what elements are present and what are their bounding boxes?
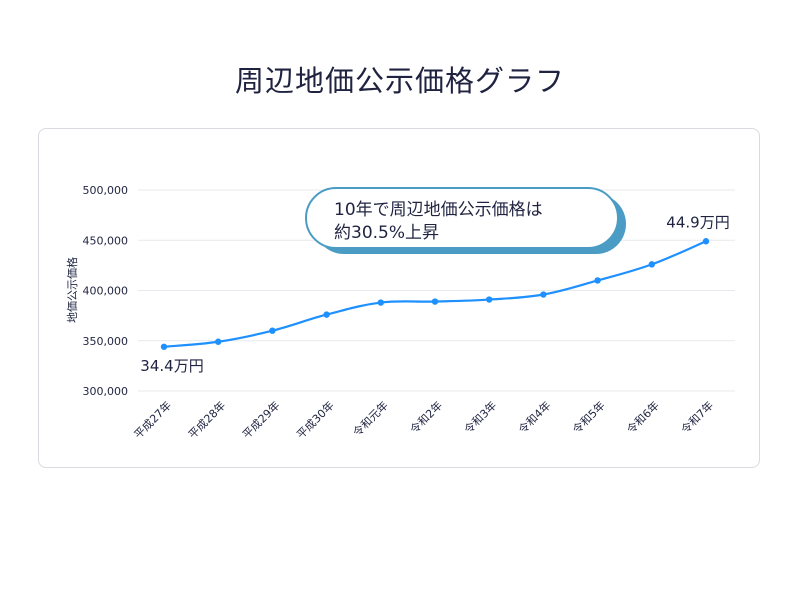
- data-point: [702, 238, 710, 245]
- data-point: [648, 261, 655, 268]
- data-point: [269, 327, 276, 334]
- y-tick-label: 300,000: [83, 385, 129, 398]
- x-tick-label: 令和元年: [350, 398, 391, 439]
- x-tick-label: 令和2年: [407, 398, 445, 436]
- x-tick-label: 令和4年: [515, 398, 553, 436]
- x-tick-label: 令和5年: [570, 398, 608, 436]
- y-tick-label: 450,000: [83, 234, 129, 247]
- end-value-label: 44.9万円: [666, 213, 729, 231]
- y-axis-ticks: 300,000 350,000 400,000 450,000 500,000: [83, 184, 129, 398]
- data-point: [540, 291, 547, 298]
- x-tick-label: 令和6年: [624, 398, 662, 436]
- callout-line-1: 10年で周辺地価公示価格は: [334, 200, 543, 220]
- page-title: 周辺地価公示価格グラフ: [234, 64, 565, 98]
- x-tick-label: 平成28年: [185, 398, 228, 441]
- callout-box: [305, 187, 619, 249]
- x-tick-label: 令和7年: [678, 398, 716, 436]
- callout-line-2: 約30.5%上昇: [334, 223, 439, 243]
- start-value-label: 34.4万円: [140, 357, 203, 375]
- data-point: [215, 338, 222, 345]
- data-point: [431, 298, 439, 305]
- x-tick-label: 平成27年: [131, 398, 174, 441]
- y-tick-label: 350,000: [83, 335, 129, 348]
- x-tick-label: 平成30年: [294, 398, 337, 441]
- y-tick-label: 400,000: [83, 285, 129, 298]
- data-points: [160, 238, 710, 350]
- data-point: [160, 343, 168, 350]
- x-axis-ticks: 平成27年 平成28年 平成29年 平成30年 令和元年 令和2年 令和3年 令和4年 令和5年…: [131, 398, 716, 441]
- x-tick-label: 平成29年: [239, 398, 282, 441]
- y-axis-label: 地価公示価格: [65, 257, 79, 323]
- chart-card: [38, 128, 760, 468]
- callout-bubble: 10年で周辺地価公示価格は 約30.5%上昇: [305, 187, 626, 254]
- data-point: [594, 277, 601, 284]
- data-point: [486, 296, 493, 303]
- y-tick-label: 500,000: [83, 184, 129, 197]
- series-line: [162, 240, 708, 348]
- x-tick-label: 令和3年: [461, 398, 499, 436]
- data-point: [377, 299, 384, 306]
- data-point: [323, 311, 330, 318]
